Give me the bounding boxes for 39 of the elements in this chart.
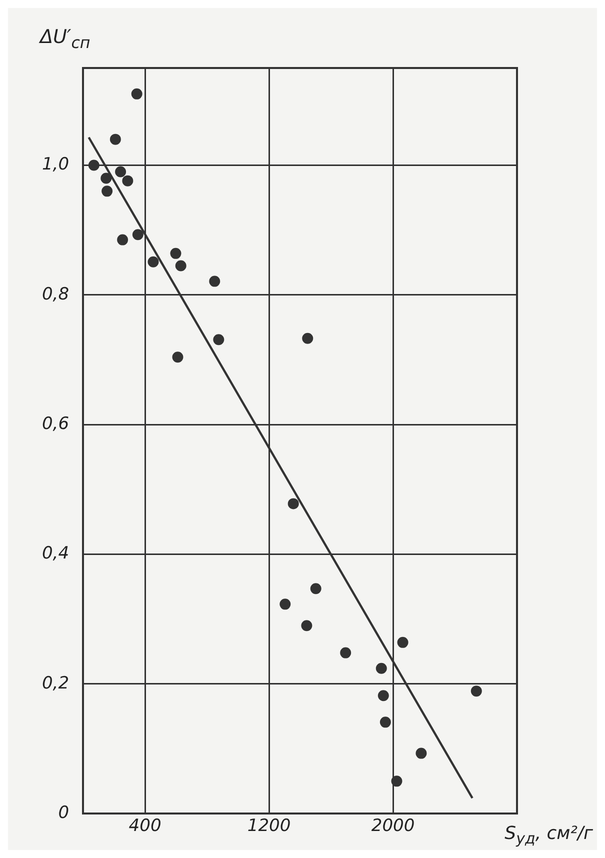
point bbox=[302, 332, 314, 344]
point bbox=[301, 620, 312, 632]
y-tick-label: 0,6 bbox=[42, 414, 70, 434]
point bbox=[397, 636, 408, 648]
point bbox=[213, 334, 224, 346]
y-tick-label: 0,2 bbox=[42, 673, 70, 694]
point bbox=[175, 260, 186, 272]
y-tick-label: 0,4 bbox=[42, 544, 70, 564]
point bbox=[280, 598, 291, 610]
y-axis-title: ΔU′$_{сп}$ bbox=[40, 26, 90, 52]
point bbox=[102, 186, 113, 197]
point bbox=[115, 166, 126, 178]
point bbox=[391, 776, 402, 787]
point bbox=[209, 276, 220, 287]
point bbox=[122, 175, 134, 186]
point bbox=[88, 160, 100, 171]
x-tick-label: 400 bbox=[128, 816, 162, 836]
y-tick-label: 0 bbox=[58, 803, 70, 824]
point bbox=[100, 172, 112, 184]
point bbox=[380, 716, 391, 728]
point bbox=[172, 352, 184, 363]
point bbox=[132, 229, 144, 240]
point bbox=[110, 134, 121, 145]
point bbox=[376, 662, 387, 674]
point bbox=[117, 234, 128, 246]
point bbox=[131, 88, 142, 100]
point bbox=[310, 583, 322, 594]
y-tick-label: 0,8 bbox=[42, 284, 70, 304]
y-tick-label: 1,0 bbox=[42, 154, 70, 175]
point bbox=[340, 647, 352, 658]
point bbox=[170, 248, 182, 259]
point bbox=[148, 256, 159, 268]
x-tick-label: 1200 bbox=[247, 816, 291, 836]
x-axis-title: S$_{уд}$, см²/г bbox=[504, 823, 593, 848]
point bbox=[288, 498, 299, 510]
point bbox=[470, 686, 482, 697]
point bbox=[416, 748, 427, 759]
point bbox=[378, 690, 389, 702]
x-tick-label: 2000 bbox=[371, 816, 415, 836]
